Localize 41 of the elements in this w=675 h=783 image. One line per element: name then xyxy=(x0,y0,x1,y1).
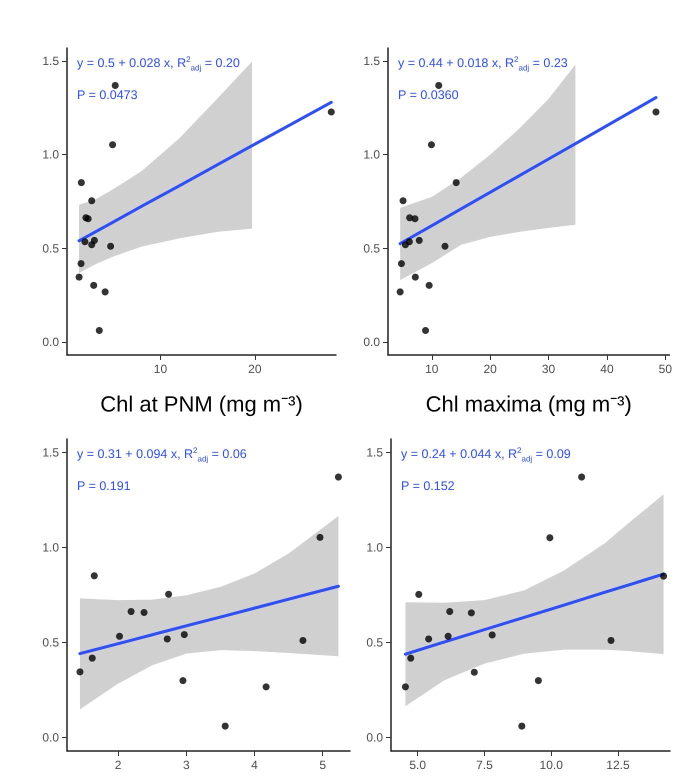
x-tick-label: 50 xyxy=(658,362,672,376)
x-tick-label: 12.5 xyxy=(606,758,630,772)
x-tick-label: 40 xyxy=(600,362,614,376)
y-tick-label: 0.0 xyxy=(366,730,384,745)
x-axis-title: Chl at PNM (mg m⁻³) xyxy=(100,392,303,416)
x-tick-label: 10 xyxy=(154,362,168,376)
x-tick-label: 5 xyxy=(319,758,326,772)
x-tick-label: 20 xyxy=(483,362,498,376)
y-tick-label: 0.5 xyxy=(366,636,384,650)
y-tick-label: 1.5 xyxy=(363,54,380,68)
x-tick-label: 3 xyxy=(182,758,190,772)
y-tick-label: 1.5 xyxy=(42,445,60,460)
annotation: P = 0.191 xyxy=(77,478,132,495)
y-tick-label: 0.0 xyxy=(42,334,60,349)
y-tick-label: 1.5 xyxy=(366,445,384,460)
annotation: y = 0.31 + 0.094 x, R$^{2}$$_{adj}$ = 0.06 xyxy=(77,445,247,466)
annotation: y = 0.5 + 0.028 x, R$^{2}$$_{adj}$ = 0.20 xyxy=(77,54,240,75)
y-tick-label: 0.0 xyxy=(363,334,380,349)
y-tick-label: 1.5 xyxy=(42,54,60,68)
y-tick-label: 0.5 xyxy=(42,636,60,650)
y-tick-label: 1.0 xyxy=(42,148,60,162)
x-tick-label: 7.5 xyxy=(476,758,494,772)
x-tick-label: 5.0 xyxy=(409,758,426,772)
x-tick-label: 2 xyxy=(114,758,122,772)
y-tick-label: 1.0 xyxy=(366,540,384,554)
annotation: P = 0.152 xyxy=(401,478,456,495)
annotation: y = 0.44 + 0.018 x, R$^{2}$$_{adj}$ = 0.23 xyxy=(398,54,568,75)
x-tick-label: 10 xyxy=(425,362,439,376)
x-tick-label: 4 xyxy=(251,758,258,772)
annotation: P = 0.0360 xyxy=(398,86,460,104)
y-tick-label: 0.0 xyxy=(42,730,60,745)
y-tick-label: 1.0 xyxy=(363,148,380,162)
x-tick-label: 20 xyxy=(248,362,262,376)
y-tick-label: 0.5 xyxy=(363,241,380,256)
x-tick-label: 10.0 xyxy=(540,758,564,772)
annotation: P = 0.0473 xyxy=(77,86,139,104)
y-tick-label: 0.5 xyxy=(42,241,60,256)
x-tick-label: 30 xyxy=(542,362,556,376)
x-axis-title: Chl maxima (mg m⁻³) xyxy=(426,392,632,416)
y-tick-label: 1.0 xyxy=(42,540,60,554)
annotation: y = 0.24 + 0.044 x, R$^{2}$$_{adj}$ = 0.09 xyxy=(401,445,571,466)
